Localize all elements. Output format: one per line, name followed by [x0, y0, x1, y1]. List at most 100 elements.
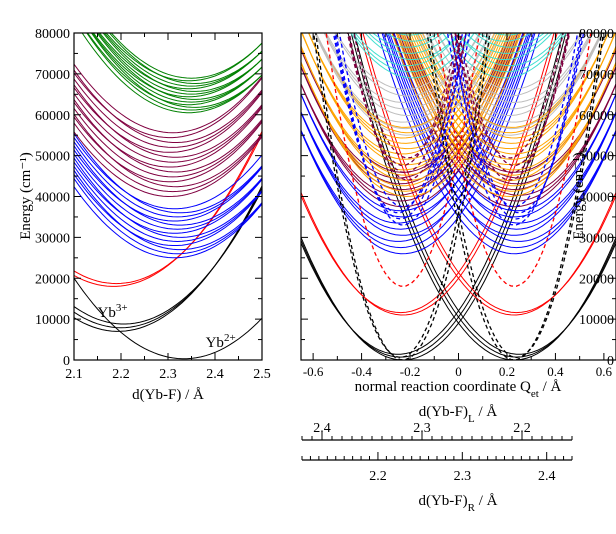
right-curve-10-l2 [346, 33, 459, 166]
right-xtick-label-4: 0.2 [499, 364, 515, 379]
left-curve-5-11 [108, 33, 262, 85]
top-scale-label: d(Yb-F)L / Å [419, 404, 498, 425]
right-curve-3-r1 [397, 33, 616, 202]
right-curve-6-l8 [301, 0, 616, 29]
left-xtick-label-3: 2.4 [206, 367, 224, 382]
right-yticks-label-1: 10000 [579, 313, 614, 328]
left-xtick-label-0: 2.1 [65, 367, 83, 382]
left-yticks-label-1: 10000 [35, 313, 70, 328]
right-curve-4-r7 [408, 33, 616, 160]
right-curve-4-r4 [401, 33, 616, 176]
left-curve-4-6 [74, 102, 262, 168]
annotation-1: Yb2+ [206, 332, 236, 351]
right-xtick-label-6: 0.6 [596, 364, 613, 379]
right-curve-10-l3 [353, 33, 463, 159]
right-curve-9-r0 [446, 33, 582, 226]
left-curve-3-0 [74, 186, 262, 259]
left-curve-3-7 [74, 153, 262, 230]
right-yticks-label-4: 40000 [579, 191, 614, 206]
left-curve-5-2 [90, 33, 262, 108]
left-xtick-label-1: 2.2 [112, 367, 130, 382]
left-curve-3-2 [74, 170, 262, 251]
right-curve-10-r0 [450, 33, 569, 181]
right-curve-4-l6 [301, 33, 514, 166]
right-curve-2-r1 [381, 33, 616, 249]
bottom-scale-label: d(Yb-F)R / Å [418, 493, 497, 514]
right-xtick-label-2: -0.2 [400, 364, 421, 379]
left-curve-3-6 [74, 161, 262, 234]
right-curve-6-l7 [395, 33, 425, 36]
top-scale-label-0: 2.4 [313, 421, 331, 436]
right-curves [301, 0, 616, 360]
right-curve-9-l2 [332, 33, 464, 214]
left-curve-5-13 [110, 33, 262, 79]
left-curve-4-4 [74, 108, 262, 178]
right-curve-4-r1 [395, 33, 616, 192]
left-curve-3-11 [74, 133, 262, 214]
left-y-ticks: 0 10000 20000 30000 40000 50000 60000 70000 8000… [35, 27, 262, 369]
right-curve-4-r0 [391, 33, 616, 198]
right-curve-9-r3 [450, 33, 579, 208]
right-curve-10-l0 [348, 33, 467, 181]
left-yticks-label-5: 50000 [35, 150, 70, 165]
right-curve-5-r1 [421, 33, 603, 130]
right-panel: 0 10000 20000 30000 40000 50000 60000 70000 8000… [300, 0, 616, 400]
left-curve-5-7 [97, 33, 262, 95]
left-curve-5-1 [86, 33, 262, 111]
right-xtick-label-5: 0.4 [547, 364, 564, 379]
left-curve-4-9 [74, 87, 262, 153]
right-curve-4-r12 [417, 33, 602, 134]
left-yticks-label-7: 70000 [35, 68, 70, 83]
left-curve-3-8 [74, 145, 262, 226]
right-curve-2-r3 [382, 33, 616, 236]
annotation-base-1: Yb [206, 335, 224, 351]
right-curve-6-l5 [372, 33, 444, 48]
right-yticks-label-8: 80000 [579, 27, 614, 42]
left-curve-5-12 [105, 33, 262, 82]
right-curve-4-r13 [422, 33, 602, 128]
right-curve-4-r10 [414, 33, 609, 144]
right-yticks-label-3: 30000 [579, 231, 614, 246]
left-panel: 0 10000 20000 30000 40000 50000 60000 70000 8000… [18, 27, 271, 403]
left-curve-5-10 [103, 33, 262, 87]
left-curve-5-0 [81, 33, 262, 114]
right-curve-10-r1 [454, 33, 570, 174]
left-curve-4-3 [74, 116, 262, 183]
left-yticks-label-2: 20000 [35, 272, 70, 287]
right-yticks-label-7: 70000 [579, 68, 614, 83]
bottom-scale-label-2: 2.4 [538, 469, 556, 484]
left-yticks-label-3: 30000 [35, 231, 70, 246]
right-curve-7-r0 [426, 33, 602, 360]
right-curve-6-r7 [492, 33, 522, 36]
left-curve-5-3 [87, 33, 262, 106]
left-curve-3-3 [74, 174, 262, 246]
right-curve-10-r2 [458, 33, 571, 166]
left-curve-3-4 [74, 166, 262, 243]
right-curve-3-r4 [403, 33, 616, 185]
left-curve-5-6 [92, 33, 262, 98]
right-xtick-label-1: -0.4 [351, 364, 372, 379]
right-xtick-label-3: 0 [455, 364, 462, 379]
right-curve-1-r1 [362, 33, 616, 314]
right-xtick-label-0: -0.6 [303, 364, 324, 379]
right-curve-6-r8 [301, 0, 616, 29]
left-annotations: Yb3+Yb2+ [98, 302, 236, 351]
right-yticks-label-5: 50000 [579, 150, 614, 165]
right-curve-2-r6 [389, 33, 616, 218]
right-x-ticks: -0.6 -0.4 -0.2 0 0.2 0.4 0.6 [303, 33, 613, 379]
left-x-ticks: 2.1 2.2 2.3 2.4 2.5 [65, 33, 271, 382]
annotation-base-0: Yb [98, 305, 116, 321]
left-curve-4-0 [74, 131, 262, 198]
left-xtick-label-2: 2.3 [159, 367, 177, 382]
right-curve-4-r9 [410, 33, 609, 150]
left-curve-5-5 [96, 33, 262, 100]
scale-ticks: 2.4 2.3 2.2 2.2 2.3 2.4 [301, 421, 573, 484]
right-curve-8-r0 [436, 33, 592, 287]
left-curve-4-12 [74, 72, 262, 139]
left-yticks-label-0: 0 [63, 354, 70, 369]
left-curve-3-9 [74, 149, 262, 222]
right-curve-0-r2 [353, 33, 616, 355]
left-curve-4-10 [74, 78, 262, 148]
left-curve-2-0 [74, 131, 262, 287]
